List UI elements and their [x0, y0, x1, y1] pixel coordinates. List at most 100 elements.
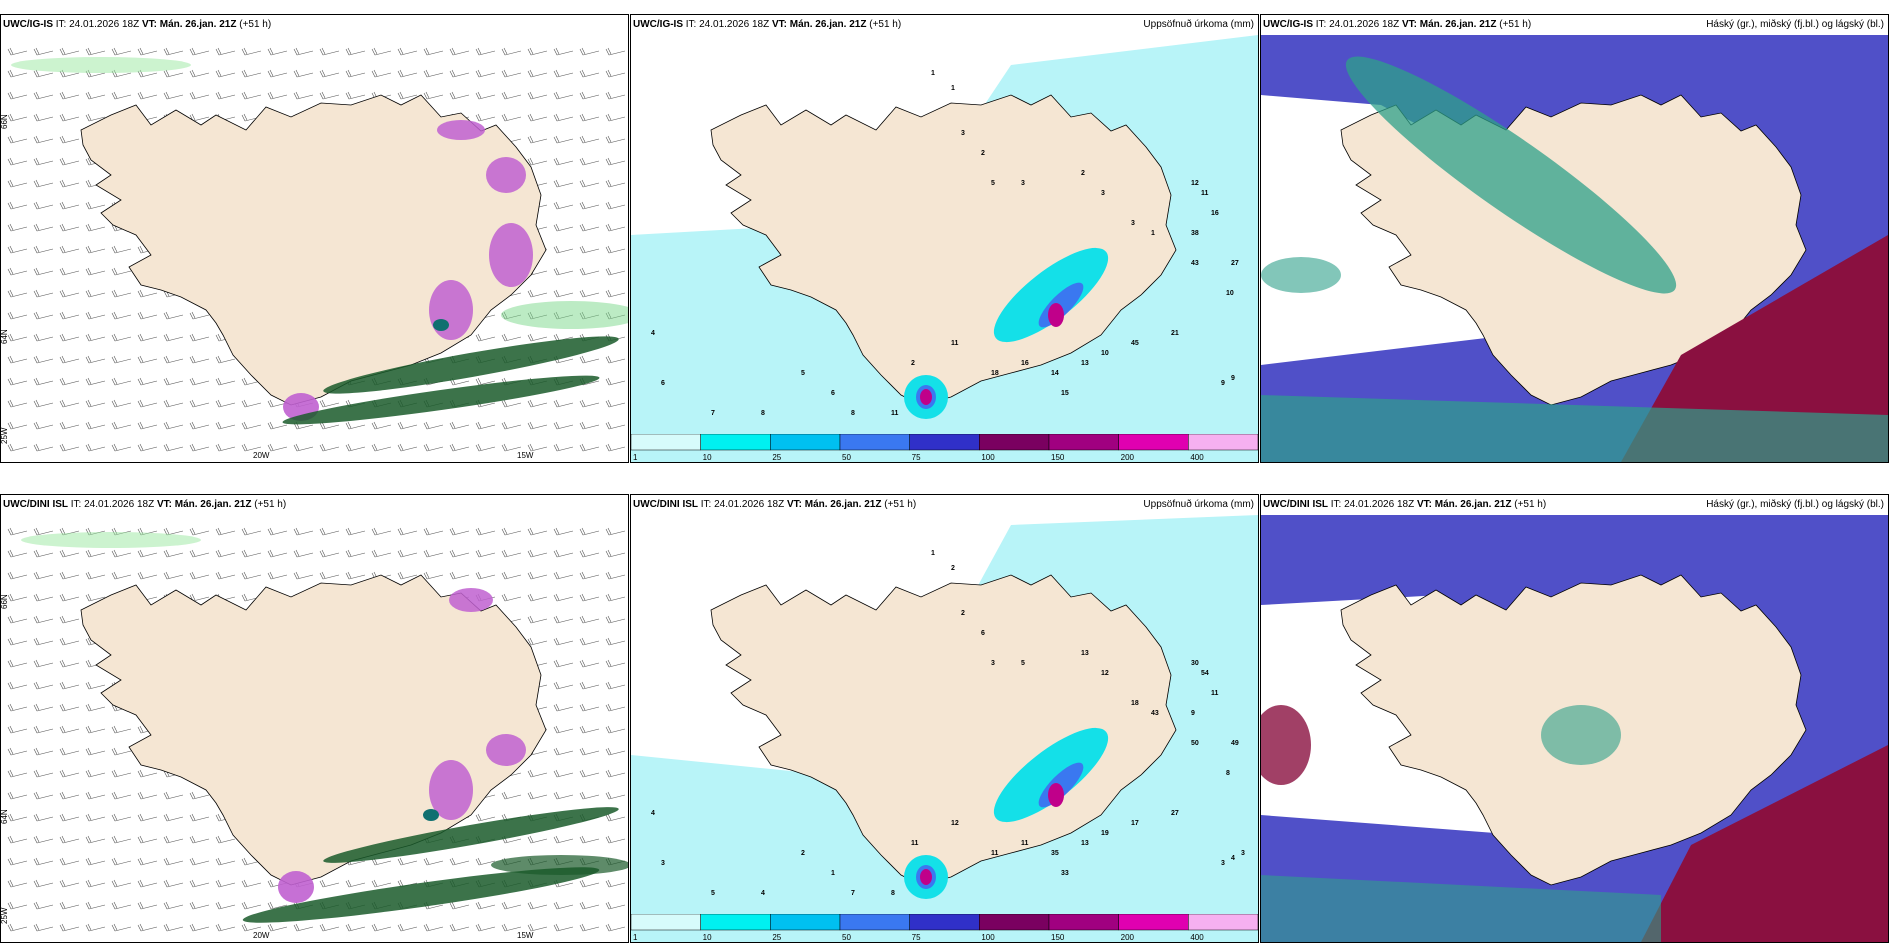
wind-barb: [501, 527, 522, 536]
wind-barb: [267, 91, 288, 100]
precip-value-label: 2: [1081, 170, 1085, 177]
wind-barb: [345, 443, 366, 452]
wind-barb: [7, 835, 28, 844]
wind-barb: [293, 443, 314, 452]
legend-swatch: [839, 434, 910, 451]
wind-barb: [59, 923, 80, 932]
wind-barb: [397, 47, 418, 56]
legend-swatch: [770, 434, 841, 451]
wind-barb: [59, 615, 80, 624]
panel-cloud-top: UWC/IG-IS IT: 24.01.2026 18Z VT: Mán. 26…: [1260, 14, 1889, 463]
wind-barb: [59, 791, 80, 800]
wind-barb: [59, 399, 80, 408]
wind-barb: [319, 443, 340, 452]
vt-label: VT:: [1416, 499, 1432, 510]
wind-barb: [501, 69, 522, 78]
model-name: UWC/IG-IS: [1263, 19, 1313, 30]
wind-barb: [397, 923, 418, 932]
wind-barb: [215, 47, 236, 56]
wind-barb: [33, 593, 54, 602]
wind-barb: [189, 527, 210, 536]
precip-value-label: 33: [1061, 870, 1069, 877]
wind-barb: [241, 901, 262, 910]
precip-value-label: 14: [1051, 370, 1059, 377]
wind-barb: [527, 791, 548, 800]
legend-swatch: [631, 914, 701, 931]
wind-barb: [59, 267, 80, 276]
iceland-land: [710, 94, 1177, 406]
wind-barb: [111, 311, 132, 320]
legend-label: 50: [842, 933, 851, 942]
lead-time: (+51 h): [869, 19, 902, 30]
precip-value-label: 6: [661, 380, 665, 387]
precip-value-label: 27: [1231, 260, 1239, 267]
wind-barb: [59, 835, 80, 844]
wind-barb: [59, 659, 80, 668]
wind-barb: [293, 571, 314, 580]
wind-barb: [85, 813, 106, 822]
wind-barb: [423, 69, 444, 78]
wind-barb: [59, 703, 80, 712]
wind-barb: [163, 879, 184, 888]
wind-barb: [345, 549, 366, 558]
wind-barb: [527, 549, 548, 558]
wind-barb: [33, 333, 54, 342]
model-name: UWC/IG-IS: [633, 19, 683, 30]
wind-barb: [85, 355, 106, 364]
wind-barb: [579, 421, 600, 430]
wind-barb: [267, 443, 288, 452]
lead-time: (+51 h): [254, 499, 287, 510]
wind-barb: [475, 443, 496, 452]
wind-barb: [371, 443, 392, 452]
wind-barb: [85, 879, 106, 888]
wind-barb: [137, 91, 158, 100]
wind-barb: [553, 179, 574, 188]
precip-value-label: 3: [1131, 220, 1135, 227]
precip-value-label: 5: [711, 890, 715, 897]
wind-barb: [7, 201, 28, 210]
wind-barb: [501, 549, 522, 558]
wind-barb: [579, 399, 600, 408]
precip-green-bands: [21, 532, 628, 923]
wind-barb: [33, 399, 54, 408]
legend-label: 10: [703, 453, 712, 462]
wind-barb: [579, 289, 600, 298]
wind-barb: [553, 69, 574, 78]
wind-barb: [579, 923, 600, 932]
wind-barb: [293, 527, 314, 536]
wind-barb: [163, 333, 184, 342]
wind-barb: [501, 571, 522, 580]
wind-barb: [371, 879, 392, 888]
wind-barb: [267, 47, 288, 56]
wind-barb: [241, 399, 262, 408]
wind-barb: [111, 769, 132, 778]
wind-barb: [59, 813, 80, 822]
wind-barb: [371, 549, 392, 558]
wind-barb: [33, 135, 54, 144]
legend-label: 1: [633, 933, 638, 942]
wind-barb: [33, 311, 54, 320]
wind-barb: [137, 923, 158, 932]
wind-barb: [579, 179, 600, 188]
wind-barb: [137, 355, 158, 364]
wind-barb: [137, 835, 158, 844]
wind-barb: [111, 399, 132, 408]
wind-barb: [553, 399, 574, 408]
wind-barb: [449, 527, 470, 536]
wind-barb: [33, 857, 54, 866]
wind-barb: [553, 245, 574, 254]
wind-barb: [137, 47, 158, 56]
wind-barb: [85, 571, 106, 580]
wind-barb: [553, 549, 574, 558]
wind-barb: [189, 443, 210, 452]
panel-header: UWC/IG-IS IT: 24.01.2026 18Z VT: Mán. 26…: [631, 15, 1258, 35]
wind-barb: [215, 923, 236, 932]
wind-barb: [215, 355, 236, 364]
wind-barb: [59, 135, 80, 144]
precip-value-label: 3: [1101, 190, 1105, 197]
vt-label: VT:: [786, 499, 802, 510]
wind-barb: [137, 901, 158, 910]
wind-barb: [33, 769, 54, 778]
